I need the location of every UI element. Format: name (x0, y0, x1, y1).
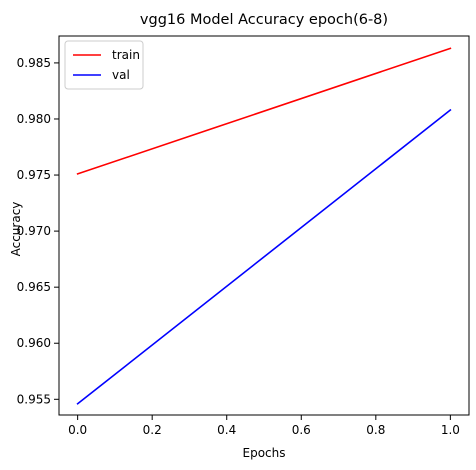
plot-frame (58, 35, 470, 416)
chart-title: vgg16 Model Accuracy epoch(6-8) (140, 12, 388, 28)
x-tick-label: 0.4 (217, 423, 236, 437)
legend-label-val: val (112, 68, 130, 82)
series-line-train (76, 47, 452, 175)
x-tick-label: 0.6 (292, 423, 311, 437)
x-tick-label: 1.0 (441, 423, 460, 437)
y-tick-label: 0.965 (17, 280, 51, 294)
series-line-val (76, 108, 452, 405)
y-axis-title: Accuracy (9, 202, 23, 257)
y-tick-label: 0.980 (17, 112, 51, 126)
y-tick-label: 0.960 (17, 336, 51, 350)
y-tick-label: 0.975 (17, 168, 51, 182)
y-tick-label: 0.985 (17, 56, 51, 70)
legend-label-train: train (112, 48, 140, 62)
legend-box (64, 40, 144, 90)
x-tick-label: 0.8 (366, 423, 385, 437)
y-tick-label: 0.970 (17, 224, 51, 238)
y-tick-label: 0.955 (17, 392, 51, 406)
x-tick-label: 0.0 (68, 423, 87, 437)
legend: train val (64, 40, 144, 90)
x-tick-label: 0.2 (143, 423, 162, 437)
plot-area: 0.0 0.2 0.4 0.6 0.8 1.0 0.955 0.960 0.965 0.970 0.… (17, 35, 470, 437)
x-axis-title: Epochs (243, 446, 286, 460)
